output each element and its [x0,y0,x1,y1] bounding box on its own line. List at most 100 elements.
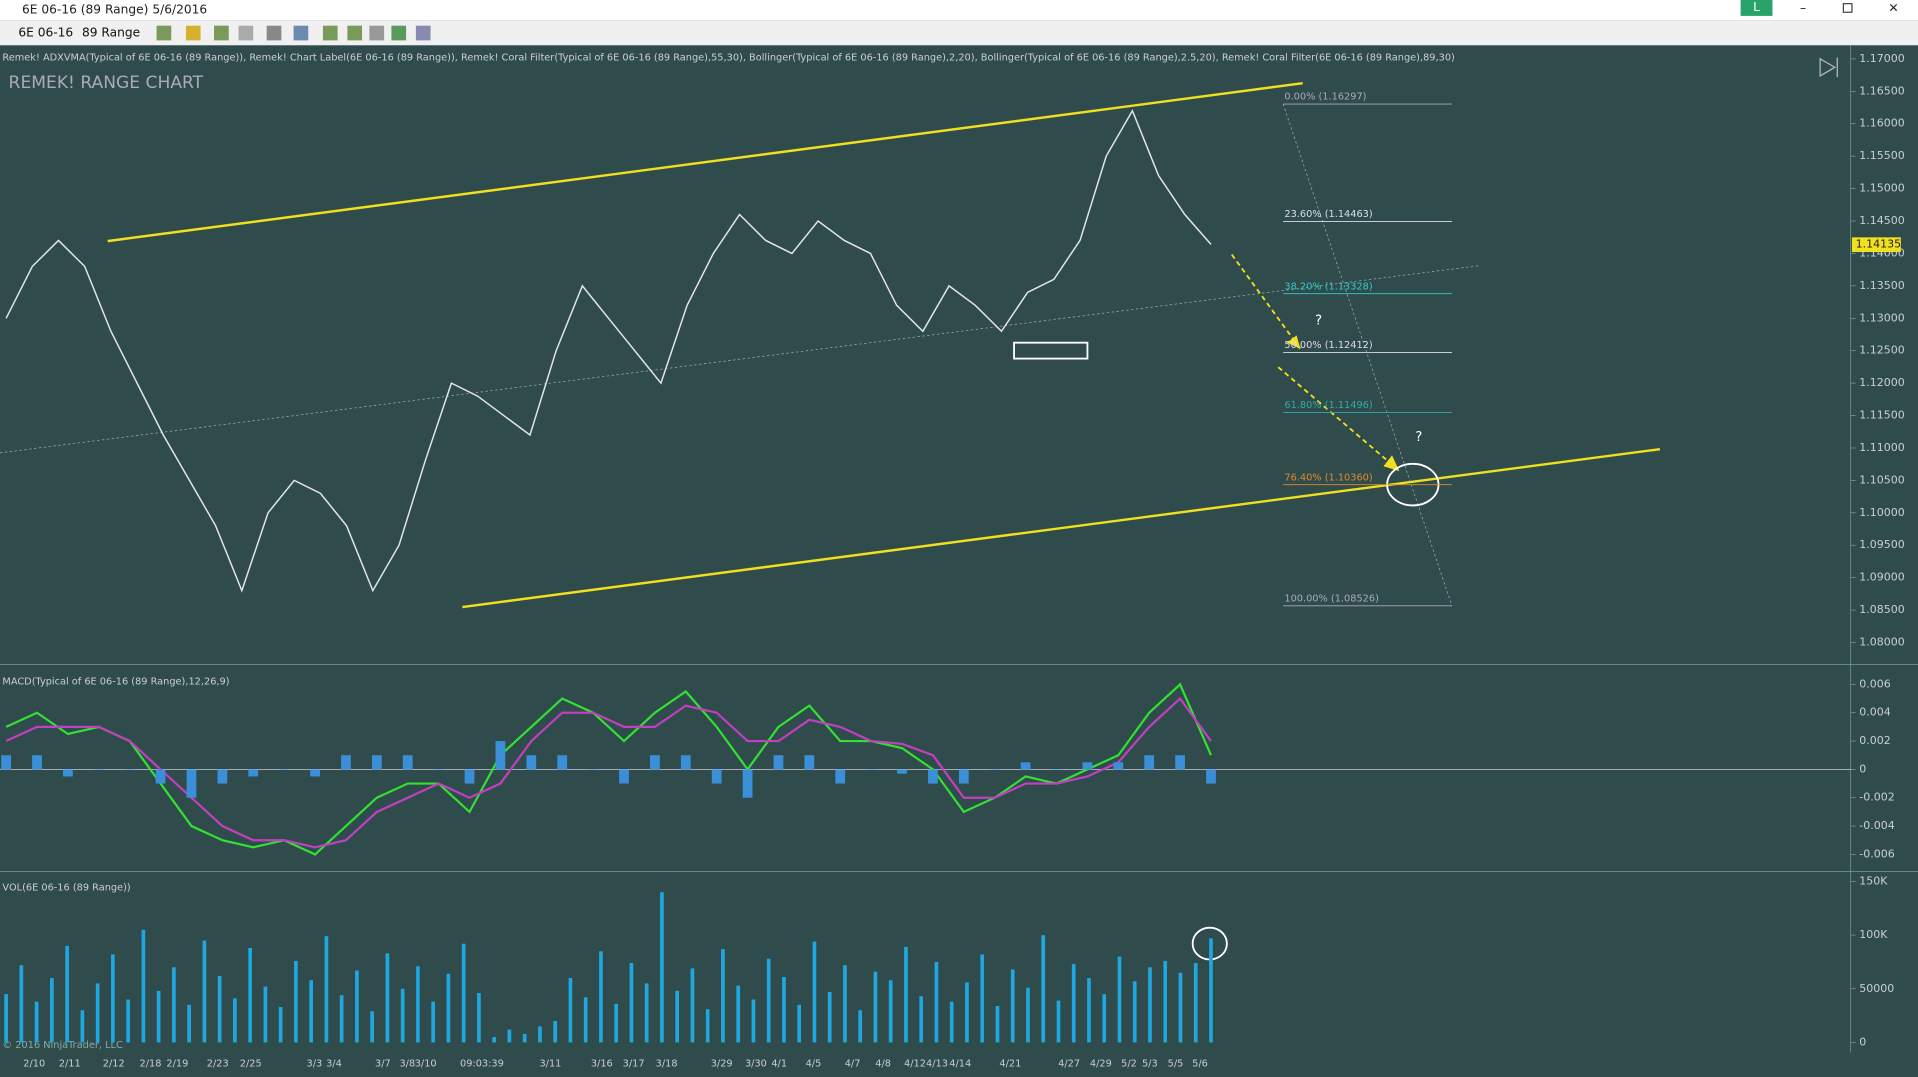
x-tick-label: 5/6 [1192,1059,1208,1070]
bar [949,1001,954,1043]
bar [186,769,197,798]
bar [1051,769,1062,771]
line-series [5,682,1212,856]
bar [34,1001,39,1043]
x-tick-label: 2/18 [139,1059,161,1070]
channel-line[interactable] [107,82,1303,243]
badge-text: L [1753,0,1760,14]
bar [705,1009,710,1043]
x-tick-label: 3/4 [326,1059,342,1070]
tool-icon[interactable] [391,25,407,41]
close[interactable]: ✕ [1888,1,1898,15]
y-tick-label: 1.10000 [1859,506,1904,519]
bar [995,1005,1000,1043]
tool-icon[interactable] [415,25,431,41]
bar [888,980,893,1043]
y-tick-label: 1.12000 [1859,376,1904,389]
minimize[interactable]: – [1800,1,1806,15]
y-tick-label: 1.09000 [1859,571,1904,584]
bar [1175,755,1185,770]
period-select[interactable]: 89 Range [82,26,140,40]
instrument-select[interactable]: 6E 06-16 [18,26,73,40]
bar [65,945,69,1043]
bar [897,769,907,774]
tool-icon[interactable] [185,25,201,41]
bar [385,953,390,1043]
tool-icon[interactable] [238,25,254,41]
x-tick-label: 4/12 [904,1059,926,1070]
bar [477,993,481,1043]
bar [928,769,938,784]
badge[interactable] [1740,0,1773,16]
bar [1087,978,1091,1043]
bar [310,769,320,777]
y-tick-label: 1.08000 [1859,636,1904,649]
copyright: © 2016 NinjaTrader, LLC [2,1040,123,1051]
bar [416,966,420,1043]
y-tick-label: 1.11500 [1859,409,1904,422]
bar [217,769,228,784]
x-tick-label: 5/3 [1142,1059,1158,1070]
bar [958,769,969,784]
bar [553,1020,558,1043]
y-tick-label: 1.08500 [1859,603,1904,616]
bar [309,980,313,1043]
y-tick-label: 0.002 [1859,734,1890,747]
bar [4,994,8,1043]
y-tick-label: 50000 [1859,982,1894,995]
mid-line[interactable] [0,265,1481,454]
bar [126,999,130,1043]
box-marker[interactable] [1013,341,1089,360]
bar [989,769,1000,771]
x-tick-label: 3/30 [745,1059,767,1070]
fib-label: 50.00% (1.12412) [1284,340,1372,351]
panel-title: VOL(6E 06-16 (89 Range)) [2,882,130,893]
bar [95,983,100,1043]
price-marker [1851,237,1901,253]
restore[interactable] [1842,3,1853,13]
title-bar [0,0,1918,21]
bar [827,992,832,1043]
y-tick-label: 0.004 [1859,706,1890,719]
x-tick-label: 3/29 [711,1059,733,1070]
x-tick-label: 4/27 [1058,1059,1080,1070]
bar [751,999,756,1043]
bar [804,755,815,770]
line-series [5,696,1212,849]
tool-icon[interactable] [293,25,309,41]
x-tick-label: 09:03:39 [460,1059,504,1070]
scroll-end[interactable] [1819,57,1838,78]
tool-icon[interactable] [214,25,229,41]
bar [773,755,784,770]
panel-title: MACD(Typical of 6E 06-16 (89 Range),12,2… [2,677,229,688]
channel-line[interactable] [462,447,1661,609]
fib-diagonal[interactable] [1282,103,1453,606]
window-title: 6E 06-16 (89 Range) 5/6/2016 [22,2,207,16]
bar [965,982,969,1043]
bar [248,769,259,777]
y-tick-label: 1.16000 [1859,117,1904,130]
arrow[interactable] [1277,366,1398,470]
x-tick-label: 3/17 [623,1059,645,1070]
bar [1117,956,1122,1043]
bar [919,996,924,1043]
bar [588,769,598,771]
bar [32,755,42,770]
tool-icon[interactable] [156,25,172,41]
bar [583,997,588,1043]
arrow-head [1286,335,1301,349]
x-tick-label: 3/18 [656,1059,678,1070]
bar [644,983,649,1043]
bar [1010,969,1015,1043]
bar [873,971,878,1043]
bar [599,951,603,1043]
indicator-list: Remek! ADXVMA(Typical of 6E 06-16 (89 Ra… [2,53,1454,64]
tool-icon[interactable] [369,25,385,41]
tool-icon[interactable] [266,25,282,41]
tool-icon[interactable] [322,25,338,41]
x-tick-label: 4/13 [926,1059,948,1070]
arrow[interactable] [1231,254,1302,350]
bar [619,769,629,784]
tool-icon[interactable] [347,25,363,41]
